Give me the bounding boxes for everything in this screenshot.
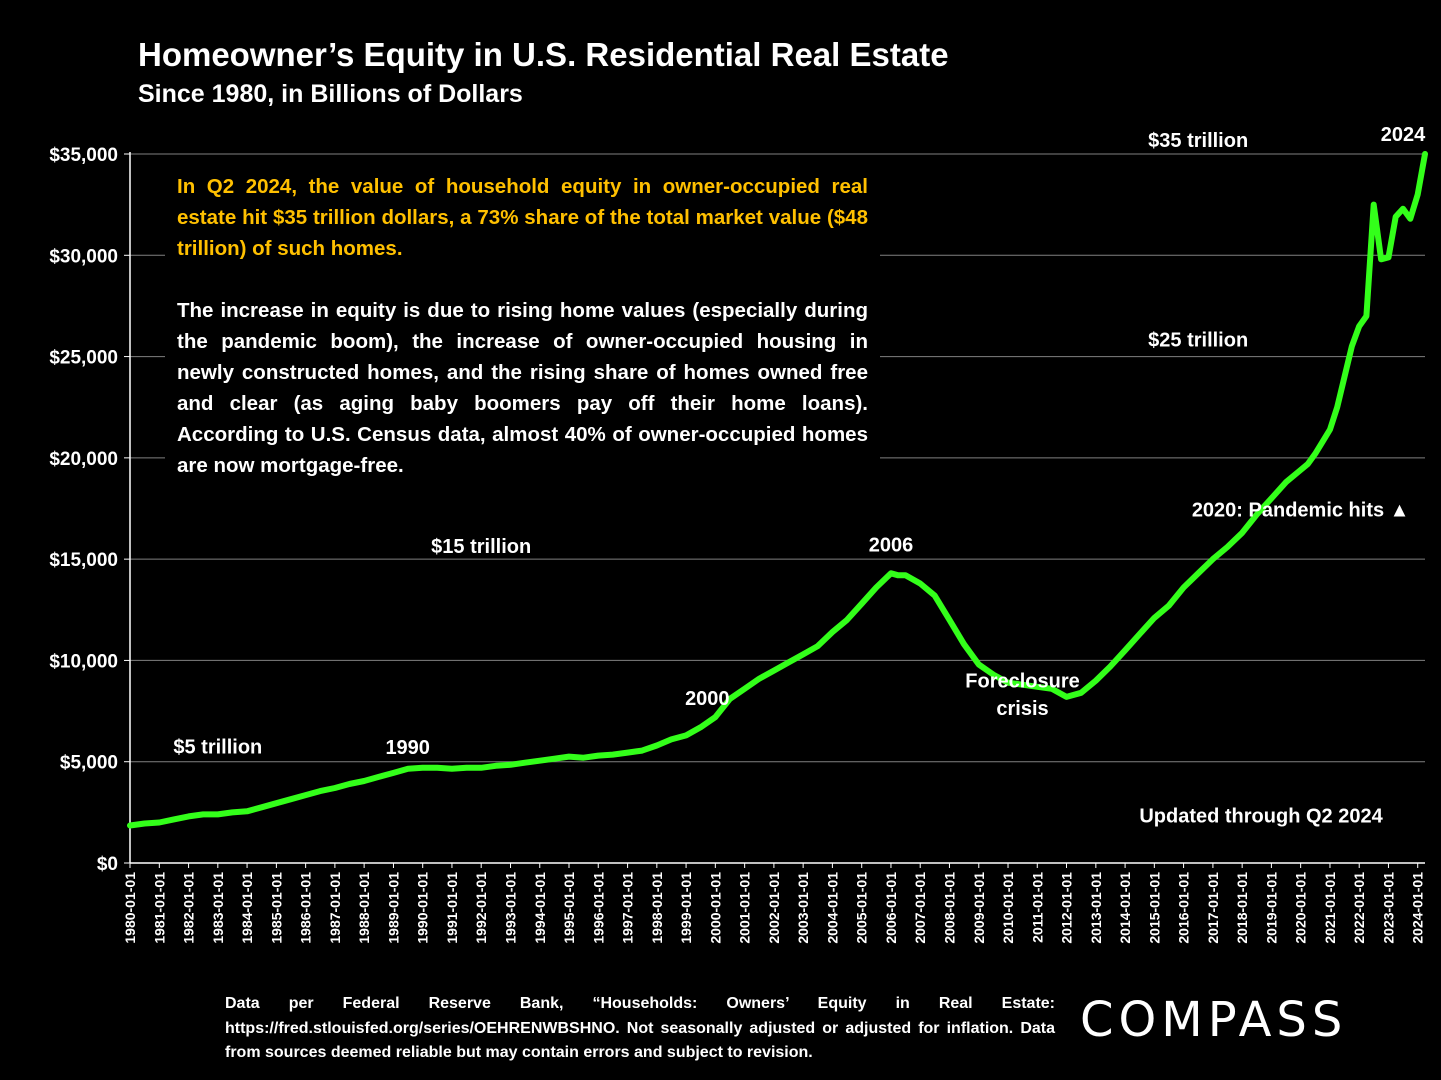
x-tick-label: 2021-01-01	[1322, 872, 1338, 944]
x-tick-label: 1999-01-01	[678, 872, 694, 944]
y-axis: $0 $5,000 $10,000 $15,000 $20,000 $25,000 $30,…	[49, 145, 131, 875]
chart-annotation: $15 trillion	[431, 536, 531, 558]
x-tick-label: 2003-01-01	[795, 872, 811, 944]
y-tick-label: $0	[97, 854, 118, 875]
x-tick-label: 2000-01-01	[707, 872, 723, 944]
source-note: Data per Federal Reserve Bank, “Househol…	[225, 995, 1055, 1061]
x-tick-label: 2018-01-01	[1234, 872, 1250, 944]
x-tick-label: 2017-01-01	[1205, 872, 1221, 944]
x-tick-label: 2015-01-01	[1146, 872, 1162, 944]
chart-annotation: 2024	[1381, 124, 1426, 146]
chart-subtitle: Since 1980, in Billions of Dollars	[138, 80, 523, 108]
x-tick-label: 1993-01-01	[503, 872, 519, 944]
info-detail-text: The increase in equity is due to rising …	[177, 299, 868, 477]
x-tick-label: 1984-01-01	[239, 872, 255, 944]
chart-annotation: $25 trillion	[1148, 330, 1248, 352]
y-tick-label: $15,000	[49, 550, 118, 571]
x-tick-label: 1992-01-01	[473, 872, 489, 944]
x-tick-label: 1981-01-01	[151, 872, 167, 944]
x-tick-label: 1985-01-01	[268, 872, 284, 944]
x-tick-label: 2020-01-01	[1293, 872, 1309, 944]
chart-title: Homeowner’s Equity in U.S. Residential R…	[138, 36, 949, 73]
x-tick-label: 2009-01-01	[971, 872, 987, 944]
x-tick-label: 1988-01-01	[356, 872, 372, 944]
x-tick-label: 2007-01-01	[912, 872, 928, 944]
x-tick-label: 2008-01-01	[941, 872, 957, 944]
chart-annotation: $5 trillion	[173, 737, 262, 759]
y-tick-label: $5,000	[60, 753, 118, 774]
x-tick-label: 2004-01-01	[824, 872, 840, 944]
chart-annotation: Foreclosure	[965, 671, 1079, 693]
info-highlight-text: In Q2 2024, the value of household equit…	[177, 175, 868, 260]
x-tick-label: 1997-01-01	[620, 872, 636, 944]
series-lines	[127, 151, 1428, 829]
x-tick-label: 2019-01-01	[1263, 872, 1279, 944]
x-tick-label: 2024-01-01	[1410, 872, 1426, 944]
x-tick-label: 2006-01-01	[883, 872, 899, 944]
x-tick-label: 2001-01-01	[737, 872, 753, 944]
y-tick-label: $10,000	[49, 651, 118, 672]
info-box: In Q2 2024, the value of household equit…	[165, 165, 880, 477]
x-tick-label: 2012-01-01	[1059, 872, 1075, 944]
equity-series-line	[127, 151, 1428, 829]
x-tick-label: 1995-01-01	[561, 872, 577, 944]
x-tick-label: 1991-01-01	[444, 872, 460, 944]
chart-annotation: $35 trillion	[1148, 130, 1248, 152]
x-tick-label: 1986-01-01	[298, 872, 314, 944]
chart-annotation: 2020: Pandemic hits ▲	[1192, 500, 1410, 522]
y-tick-label: $25,000	[49, 348, 118, 369]
x-tick-label: 2014-01-01	[1117, 872, 1133, 944]
x-tick-label: 2005-01-01	[854, 872, 870, 944]
chart-annotation: 2000	[685, 688, 730, 710]
x-tick-label: 2023-01-01	[1380, 872, 1396, 944]
annotations: $35 trillion $25 trillion $15 trillion $5 t…	[173, 124, 1426, 828]
y-tick-label: $20,000	[49, 449, 118, 470]
x-tick-label: 1982-01-01	[181, 872, 197, 944]
chart-annotation: crisis	[996, 698, 1048, 720]
x-tick-label: 1980-01-01	[122, 872, 138, 944]
x-tick-label: 2002-01-01	[766, 872, 782, 944]
x-tick-label: 1998-01-01	[649, 872, 665, 944]
compass-logo: COMPASS	[1080, 992, 1348, 1048]
x-tick-label: 1987-01-01	[327, 872, 343, 944]
x-tick-label: 1983-01-01	[210, 872, 226, 944]
x-tick-label: 1996-01-01	[590, 872, 606, 944]
x-tick-label: 2016-01-01	[1176, 872, 1192, 944]
y-tick-label: $30,000	[49, 246, 118, 267]
chart-annotation: 1990	[385, 737, 430, 759]
x-tick-label: 2011-01-01	[1029, 872, 1045, 943]
x-tick-label: 2013-01-01	[1088, 872, 1104, 944]
chart-annotation: 2006	[869, 534, 914, 556]
x-tick-label: 2022-01-01	[1351, 872, 1367, 944]
x-tick-label: 1994-01-01	[532, 872, 548, 944]
chart-annotation: Updated through Q2 2024	[1139, 806, 1383, 828]
y-tick-label: $35,000	[49, 145, 118, 166]
x-tick-label: 1990-01-01	[415, 872, 431, 944]
x-tick-label: 2010-01-01	[1000, 872, 1016, 944]
x-axis: 1980-01-01 1981-01-01 1982-01-01 1983-01-01…	[122, 862, 1426, 944]
x-tick-label: 1989-01-01	[385, 872, 401, 944]
